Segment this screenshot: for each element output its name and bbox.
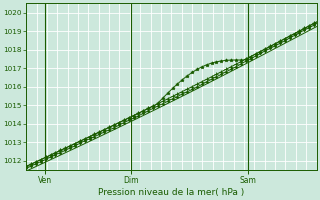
- X-axis label: Pression niveau de la mer( hPa ): Pression niveau de la mer( hPa ): [98, 188, 244, 197]
